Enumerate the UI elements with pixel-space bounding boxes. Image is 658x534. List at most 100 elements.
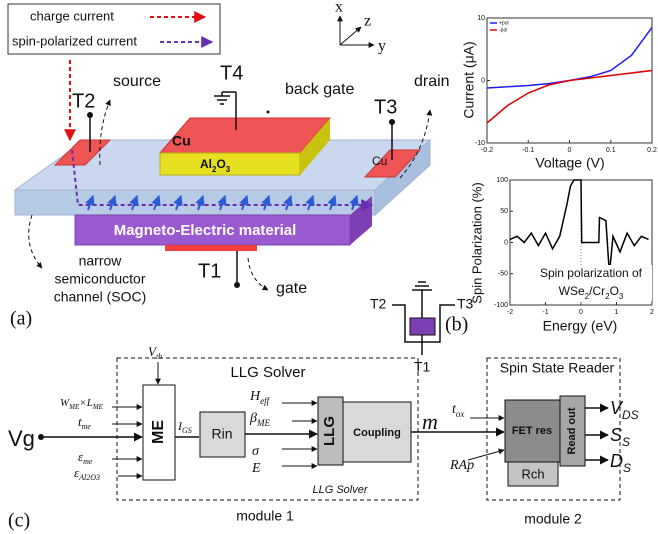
channel-label: channel (SOC) bbox=[54, 289, 147, 305]
x-tick-label: 0 bbox=[568, 147, 572, 154]
input-label: εAl2O3 bbox=[74, 465, 100, 482]
label-subscript: GS bbox=[182, 426, 192, 435]
y-axis-label: Current (μA) bbox=[461, 41, 477, 118]
x-tick-label: -2 bbox=[507, 309, 513, 316]
x-tick-label: 0.1 bbox=[606, 147, 616, 154]
label-subscript: th bbox=[156, 352, 162, 361]
label-subscript: 3 bbox=[619, 292, 624, 301]
x-tick-label: -1 bbox=[542, 309, 548, 316]
axis-arrow bbox=[340, 27, 361, 45]
dashed-arrow bbox=[248, 258, 268, 290]
y-tick-label: 0 bbox=[504, 239, 508, 246]
axis-name: z bbox=[364, 13, 371, 30]
input-label: Heff bbox=[249, 389, 271, 406]
input-label: σ bbox=[252, 444, 260, 459]
x-tick-label: 1 bbox=[615, 309, 619, 316]
label-part: S bbox=[610, 425, 622, 445]
label-subscript: me bbox=[82, 422, 92, 431]
legend-text: charge current bbox=[30, 8, 114, 23]
label-subscript: ME bbox=[68, 403, 80, 411]
terminal bbox=[38, 434, 44, 440]
label-subscript: 3 bbox=[226, 165, 231, 174]
input-label: WME×LME bbox=[60, 397, 104, 411]
x-tick-label: -0.2 bbox=[481, 147, 493, 154]
y-tick-label: -50 bbox=[498, 271, 508, 278]
gate-strip bbox=[165, 245, 257, 251]
module-label: module 1 bbox=[236, 508, 294, 524]
signal-label: IGS bbox=[177, 419, 192, 436]
input-label: E bbox=[251, 461, 261, 476]
axis-name: y bbox=[378, 38, 386, 55]
label-part: /Cr bbox=[589, 284, 605, 298]
input-label: εme bbox=[78, 449, 93, 466]
x-axis-label: Energy (eV) bbox=[543, 318, 618, 334]
annotation: Spin polarization of bbox=[540, 266, 643, 280]
x-axis-label: Voltage (V) bbox=[535, 155, 604, 171]
y-tick-label: 50 bbox=[500, 208, 508, 215]
label-subscript: S bbox=[623, 461, 631, 475]
legend-label: -pol bbox=[499, 27, 507, 33]
x-tick-label: 0 bbox=[579, 309, 583, 316]
label-subscript: Al2O3 bbox=[78, 473, 100, 482]
panel-label: (a) bbox=[10, 308, 32, 330]
module-caption: LLG Solver bbox=[312, 484, 368, 496]
figure: charge current spin-polarized current x … bbox=[0, 0, 658, 534]
y-tick-label: -100 bbox=[494, 302, 508, 309]
channel-label: semiconductor bbox=[54, 271, 145, 287]
y-tick-label: 100 bbox=[496, 177, 508, 184]
block-label: Read out bbox=[566, 407, 578, 454]
channel-label: narrow bbox=[79, 253, 123, 269]
legend-label: +pol bbox=[499, 20, 509, 26]
block-label: ME bbox=[150, 420, 167, 444]
legend-text: spin-polarized current bbox=[12, 33, 137, 48]
circuit-device bbox=[410, 318, 435, 335]
output-label: DS bbox=[610, 451, 631, 475]
circuit-label: T2 bbox=[370, 296, 387, 312]
input-label: RAp bbox=[449, 458, 474, 473]
label-part: WSe bbox=[559, 284, 585, 298]
module-title: LLG Solver bbox=[230, 364, 305, 381]
label-part: O bbox=[610, 284, 619, 298]
y-axis-label: Spin Polarization (%) bbox=[469, 182, 484, 303]
input-label: βME bbox=[249, 411, 270, 428]
terminal-label: T2 bbox=[72, 90, 95, 112]
block-label: LLG bbox=[321, 416, 338, 446]
terminal bbox=[87, 112, 93, 118]
input-label: Vg bbox=[8, 426, 35, 451]
y-tick-label: -10 bbox=[475, 140, 485, 147]
block-label: Rch bbox=[521, 466, 544, 481]
label-part: ×L bbox=[79, 397, 93, 409]
block-label: FET res bbox=[512, 425, 552, 437]
module-title: Spin State Reader bbox=[500, 360, 615, 376]
label-subscript: eff bbox=[260, 396, 270, 406]
label-subscript: me bbox=[83, 457, 93, 466]
circuit-label: T1 bbox=[414, 359, 431, 375]
drain-label: drain bbox=[414, 73, 450, 90]
terminal bbox=[389, 119, 395, 125]
terminal-label: T1 bbox=[198, 260, 221, 282]
gate-label: gate bbox=[276, 280, 307, 297]
panel-label: (c) bbox=[8, 510, 30, 532]
panel-label: (b) bbox=[445, 314, 468, 336]
label-part: D bbox=[610, 451, 623, 471]
channel-front bbox=[15, 190, 375, 215]
x-tick-label: -0.1 bbox=[522, 147, 534, 154]
me-label: Magneto-Electric material bbox=[114, 222, 297, 239]
label-part: β bbox=[249, 411, 257, 426]
back-gate-label: back gate bbox=[285, 81, 354, 98]
axis-name: x bbox=[335, 0, 343, 16]
x-tick-label: 0.2 bbox=[647, 147, 657, 154]
x-tick-label: 2 bbox=[650, 309, 654, 316]
label-subscript: DS bbox=[622, 408, 639, 422]
input-label: Vth bbox=[148, 344, 162, 361]
label-subscript: ME bbox=[256, 418, 270, 428]
label-subscript: ox bbox=[456, 409, 465, 419]
dashed-arrow bbox=[29, 215, 42, 268]
block-label: Rin bbox=[211, 426, 232, 442]
terminal-label: T4 bbox=[220, 62, 243, 84]
cu-label: Cu bbox=[372, 154, 387, 168]
terminal bbox=[234, 282, 240, 288]
source-label: source bbox=[113, 73, 161, 90]
input-label: tme bbox=[78, 414, 91, 431]
input-label: tox bbox=[452, 402, 464, 419]
